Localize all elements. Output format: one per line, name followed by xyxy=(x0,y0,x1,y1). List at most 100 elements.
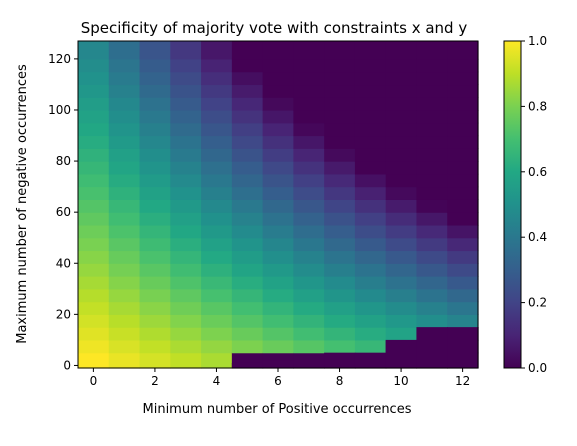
heatmap-cell xyxy=(108,84,141,98)
y-tick-label: 100 xyxy=(48,103,71,117)
heatmap-cell xyxy=(293,314,325,328)
heatmap-cell xyxy=(201,109,233,124)
x-tick-label: 10 xyxy=(393,374,408,388)
heatmap-cell xyxy=(447,58,479,73)
heatmap-cell xyxy=(324,122,356,137)
zero-region-cell xyxy=(385,339,418,368)
heatmap-cell xyxy=(416,186,448,200)
heatmap-cell xyxy=(231,97,264,111)
heatmap-cell xyxy=(139,84,171,98)
heatmap-cell xyxy=(324,224,356,239)
heatmap-cell xyxy=(108,250,141,264)
heatmap-cell xyxy=(170,58,202,73)
x-axis: 0 2 4 6 8 10 12 xyxy=(90,368,470,388)
heatmap-cell xyxy=(108,122,141,137)
heatmap-cell xyxy=(354,71,387,86)
heatmap-cell xyxy=(201,58,233,73)
heatmap-cell xyxy=(416,250,448,264)
heatmap-cell xyxy=(293,263,325,277)
y-tick-label: 80 xyxy=(56,154,71,168)
heatmap-cell xyxy=(447,288,479,303)
heatmap-cell xyxy=(324,161,356,175)
heatmap-cell xyxy=(354,276,387,290)
heatmap-cell xyxy=(324,327,356,341)
heatmap-cell xyxy=(354,135,387,149)
heatmap-cell xyxy=(262,263,294,277)
heatmap-cell xyxy=(108,135,141,149)
heatmap-cell xyxy=(262,84,294,98)
heatmap-cell xyxy=(416,135,448,149)
zero-region-cell xyxy=(324,352,356,368)
heatmap-cell xyxy=(78,314,110,328)
heatmap-cell xyxy=(385,327,418,341)
heatmap-cell xyxy=(170,135,202,149)
heatmap-cell xyxy=(262,288,294,303)
heatmap-cell xyxy=(447,263,479,277)
heatmap-cell xyxy=(416,161,448,175)
heatmap-cell xyxy=(262,71,294,86)
heatmap-cell xyxy=(447,135,479,149)
heatmap-cell xyxy=(231,224,264,239)
y-tick-label: 40 xyxy=(56,256,71,270)
heatmap-cell xyxy=(78,71,110,86)
heatmap-cell xyxy=(170,224,202,239)
heatmap-cell xyxy=(354,199,387,213)
heatmap-cell xyxy=(231,173,264,188)
heatmap-cell xyxy=(231,250,264,264)
heatmap-cell xyxy=(139,276,171,290)
heatmap-cell xyxy=(416,122,448,137)
heatmap-cell xyxy=(139,339,171,354)
heatmap-cell xyxy=(170,237,202,252)
heatmap-cell xyxy=(201,314,233,328)
heatmap-cell xyxy=(385,148,418,162)
heatmap-cell xyxy=(262,276,294,290)
heatmap-cell xyxy=(447,41,479,60)
heatmap-cell xyxy=(262,212,294,226)
heatmap-cell xyxy=(201,84,233,98)
heatmap-cell xyxy=(108,97,141,111)
heatmap-cell xyxy=(416,212,448,226)
heatmap-cell xyxy=(262,224,294,239)
heatmap-cell xyxy=(293,186,325,200)
heatmap-cell xyxy=(78,224,110,239)
heatmap-cell xyxy=(78,135,110,149)
heatmap-cell xyxy=(108,352,141,369)
heatmap-cell xyxy=(108,224,141,239)
heatmap-cell xyxy=(170,288,202,303)
heatmap-cell xyxy=(139,97,171,111)
heatmap-cell xyxy=(293,148,325,162)
heatmap-cell xyxy=(139,212,171,226)
heatmap-cell xyxy=(231,41,264,60)
heatmap-cell xyxy=(293,122,325,137)
heatmap-cell xyxy=(262,301,294,315)
heatmap-cell xyxy=(108,148,141,162)
heatmap-cell xyxy=(139,161,171,175)
heatmap-cell xyxy=(354,339,387,354)
heatmap-cell xyxy=(385,71,418,86)
heatmap-cell xyxy=(231,122,264,137)
heatmap-cell xyxy=(108,237,141,252)
heatmap-cell xyxy=(78,199,110,213)
heatmap-cell xyxy=(447,224,479,239)
heatmap-cell xyxy=(108,199,141,213)
heatmap-cell xyxy=(324,148,356,162)
chart-title: Specificity of majority vote with constr… xyxy=(81,19,468,37)
heatmap-cell xyxy=(262,148,294,162)
heatmap-cell xyxy=(139,148,171,162)
heatmap-cell xyxy=(231,71,264,86)
zero-region-cell xyxy=(262,360,294,368)
heatmap-cell xyxy=(416,288,448,303)
heatmap-cell xyxy=(262,173,294,188)
heatmap-cell xyxy=(170,148,202,162)
heatmap-cell xyxy=(108,212,141,226)
heatmap-cell xyxy=(262,135,294,149)
zero-region-cell xyxy=(231,362,264,368)
x-tick-label: 0 xyxy=(90,374,98,388)
heatmap-cell xyxy=(78,186,110,200)
heatmap-cell xyxy=(78,109,110,124)
heatmap-cell xyxy=(293,276,325,290)
heatmap-cell xyxy=(262,97,294,111)
heatmap-cell xyxy=(293,224,325,239)
heatmap-cell xyxy=(447,173,479,188)
heatmap-cell xyxy=(354,122,387,137)
